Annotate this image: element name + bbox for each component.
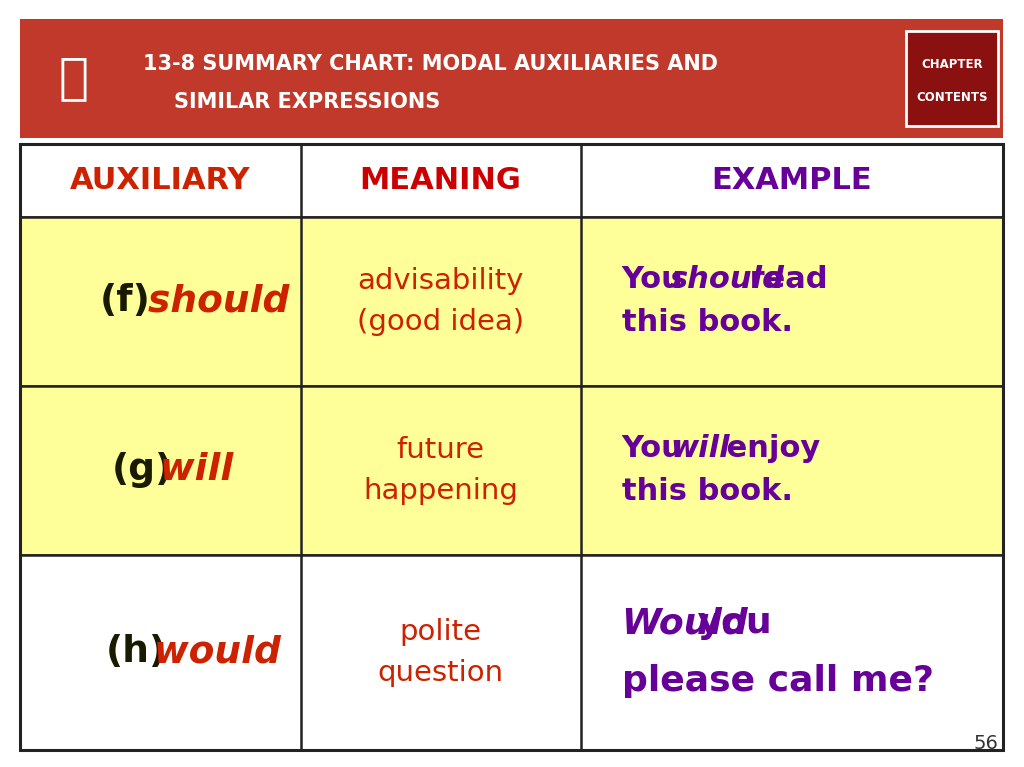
Text: CHAPTER: CHAPTER bbox=[922, 58, 983, 71]
Text: will: will bbox=[147, 453, 233, 488]
Text: 13-8 SUMMARY CHART: MODAL AUXILIARIES AND: 13-8 SUMMARY CHART: MODAL AUXILIARIES AN… bbox=[143, 54, 718, 74]
Text: enjoy: enjoy bbox=[716, 434, 820, 463]
Text: 56: 56 bbox=[973, 734, 998, 753]
FancyBboxPatch shape bbox=[20, 217, 1004, 386]
FancyBboxPatch shape bbox=[20, 555, 1004, 750]
Text: CONTENTS: CONTENTS bbox=[916, 91, 988, 104]
Text: You: You bbox=[622, 434, 694, 463]
Text: AUXILIARY: AUXILIARY bbox=[71, 166, 251, 195]
Text: should: should bbox=[135, 284, 290, 319]
Text: SIMILAR EXPRESSIONS: SIMILAR EXPRESSIONS bbox=[174, 92, 440, 113]
Text: 🕊: 🕊 bbox=[58, 54, 89, 103]
Text: You: You bbox=[622, 265, 694, 295]
Text: polite
question: polite question bbox=[378, 617, 504, 687]
Text: future
happening: future happening bbox=[364, 436, 518, 505]
Text: EXAMPLE: EXAMPLE bbox=[712, 166, 872, 195]
Text: Would: Would bbox=[622, 606, 749, 640]
Text: will: will bbox=[670, 434, 729, 463]
FancyBboxPatch shape bbox=[20, 386, 1004, 555]
Text: would: would bbox=[141, 634, 281, 670]
FancyBboxPatch shape bbox=[20, 19, 1004, 138]
Text: please call me?: please call me? bbox=[622, 664, 934, 699]
Text: (g): (g) bbox=[112, 453, 173, 488]
Text: (f): (f) bbox=[99, 284, 151, 319]
Text: (h): (h) bbox=[105, 634, 167, 670]
Text: read: read bbox=[738, 265, 827, 295]
Text: this book.: this book. bbox=[622, 477, 793, 506]
FancyBboxPatch shape bbox=[906, 31, 998, 127]
Text: should: should bbox=[670, 265, 785, 295]
Text: this book.: this book. bbox=[622, 308, 793, 337]
FancyBboxPatch shape bbox=[20, 144, 1004, 217]
Text: you: you bbox=[685, 606, 771, 640]
Text: advisability
(good idea): advisability (good idea) bbox=[357, 267, 524, 336]
Text: MEANING: MEANING bbox=[359, 166, 521, 195]
